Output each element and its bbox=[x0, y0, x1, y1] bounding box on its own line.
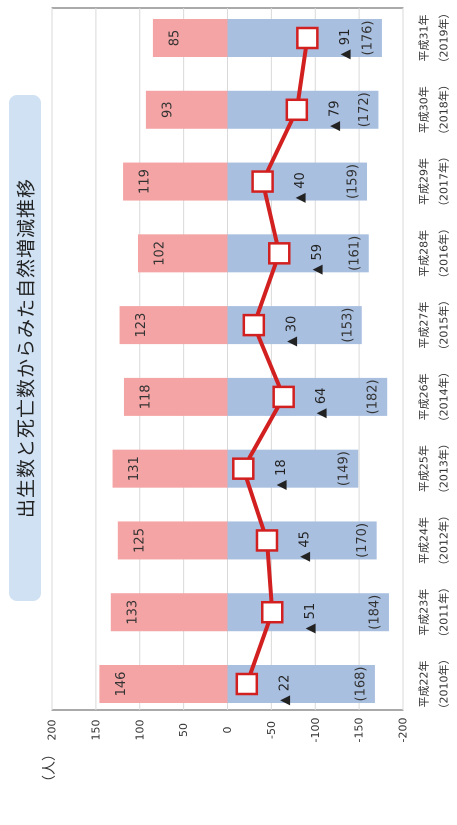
births-bar bbox=[112, 449, 228, 488]
change-value-label: ▲ 18 bbox=[274, 459, 289, 490]
deaths-bar bbox=[227, 377, 388, 416]
category-era-label: 平成29年 bbox=[417, 158, 431, 205]
category-era-label: 平成22年 bbox=[417, 661, 431, 708]
category-era-label: 平成23年 bbox=[417, 589, 431, 636]
y-tick-label: 50 bbox=[177, 723, 190, 737]
deaths-bar bbox=[227, 593, 389, 632]
category-year-label: （2011年） bbox=[437, 582, 451, 643]
natural-change-marker bbox=[261, 600, 284, 624]
y-tick-label: -200 bbox=[397, 718, 410, 743]
category-year-label: （2016年） bbox=[437, 223, 451, 284]
deaths-bar bbox=[227, 521, 377, 560]
births-value-label: 118 bbox=[138, 384, 153, 409]
deaths-value-label: (161) bbox=[347, 236, 362, 271]
change-value-label: ▲ 79 bbox=[327, 100, 342, 131]
deaths-value-label: (184) bbox=[367, 595, 382, 630]
category-year-label: （2014年） bbox=[437, 366, 451, 427]
births-value-label: 146 bbox=[114, 672, 129, 697]
category-era-label: 平成27年 bbox=[417, 302, 431, 349]
births-value-label: 93 bbox=[160, 102, 175, 119]
change-value-label: ▲ 30 bbox=[284, 316, 299, 347]
deaths-value-label: (176) bbox=[360, 21, 375, 56]
y-tick-label: 200 bbox=[46, 720, 59, 741]
change-value-label: ▲ 51 bbox=[303, 603, 318, 634]
change-value-label: ▲ 59 bbox=[310, 244, 325, 275]
births-bar bbox=[110, 593, 228, 632]
change-value-label: ▲ 64 bbox=[314, 388, 329, 419]
births-bar bbox=[117, 521, 228, 560]
category-year-label: （2010年） bbox=[437, 654, 451, 715]
unit-label: （人） bbox=[42, 747, 58, 789]
category-year-label: （2013年） bbox=[437, 438, 451, 499]
births-bar bbox=[119, 306, 228, 345]
natural-change-line bbox=[241, 37, 310, 685]
y-tick-label: -100 bbox=[309, 718, 322, 743]
chart-title-box bbox=[9, 95, 41, 601]
births-value-label: 123 bbox=[134, 313, 149, 338]
deaths-bar bbox=[227, 234, 369, 273]
deaths-value-label: (172) bbox=[357, 92, 372, 127]
category-era-label: 平成26年 bbox=[417, 373, 431, 420]
deaths-value-label: (182) bbox=[366, 379, 381, 414]
category-year-label: （2015年） bbox=[437, 295, 451, 356]
births-bar bbox=[123, 377, 228, 416]
change-value-label: ▲ 45 bbox=[297, 531, 312, 562]
category-era-label: 平成31年 bbox=[417, 15, 431, 62]
natural-change-marker bbox=[242, 313, 266, 337]
deaths-value-label: (153) bbox=[340, 308, 355, 343]
category-era-label: 平成28年 bbox=[417, 230, 431, 277]
deaths-bar bbox=[227, 162, 368, 201]
natural-change-marker bbox=[235, 672, 259, 696]
category-era-label: 平成24年 bbox=[417, 517, 431, 564]
category-year-label: （2017年） bbox=[437, 151, 451, 212]
deaths-value-label: (168) bbox=[353, 667, 368, 702]
births-bar bbox=[145, 90, 228, 129]
category-year-label: （2012年） bbox=[437, 510, 451, 571]
change-value-label: ▲ 40 bbox=[293, 172, 308, 203]
y-tick-label: -150 bbox=[353, 718, 366, 743]
y-tick-label: 150 bbox=[89, 720, 102, 741]
natural-change-marker bbox=[255, 529, 279, 552]
births-bar bbox=[152, 19, 228, 57]
births-value-label: 125 bbox=[132, 528, 147, 553]
deaths-value-label: (149) bbox=[337, 451, 352, 486]
deaths-value-label: (159) bbox=[346, 164, 361, 199]
y-tick-label: 0 bbox=[221, 727, 234, 734]
change-value-label: ▲ 22 bbox=[277, 675, 292, 706]
y-tick-label: -50 bbox=[265, 721, 278, 739]
y-tick-label: 100 bbox=[133, 720, 146, 741]
natural-change-marker bbox=[251, 170, 274, 193]
category-era-label: 平成25年 bbox=[417, 445, 431, 492]
births-bar bbox=[99, 665, 228, 703]
deaths-value-label: (170) bbox=[355, 523, 370, 558]
natural-change-marker bbox=[268, 242, 291, 265]
births-bar bbox=[137, 234, 228, 273]
natural-change-marker bbox=[296, 26, 319, 50]
natural-change-marker bbox=[232, 457, 255, 480]
births-value-label: 131 bbox=[127, 456, 142, 481]
births-value-label: 85 bbox=[167, 30, 182, 47]
births-value-label: 133 bbox=[125, 600, 140, 625]
category-era-label: 平成30年 bbox=[417, 86, 431, 133]
births-bar bbox=[123, 162, 228, 201]
category-year-label: （2018年） bbox=[437, 79, 451, 140]
natural-change-marker bbox=[285, 98, 309, 122]
births-value-label: 102 bbox=[152, 241, 167, 266]
births-value-label: 119 bbox=[138, 169, 153, 194]
natural-change-marker bbox=[272, 385, 295, 409]
category-year-label: （2019年） bbox=[437, 8, 451, 69]
change-value-label: ▲ 91 bbox=[338, 29, 353, 60]
